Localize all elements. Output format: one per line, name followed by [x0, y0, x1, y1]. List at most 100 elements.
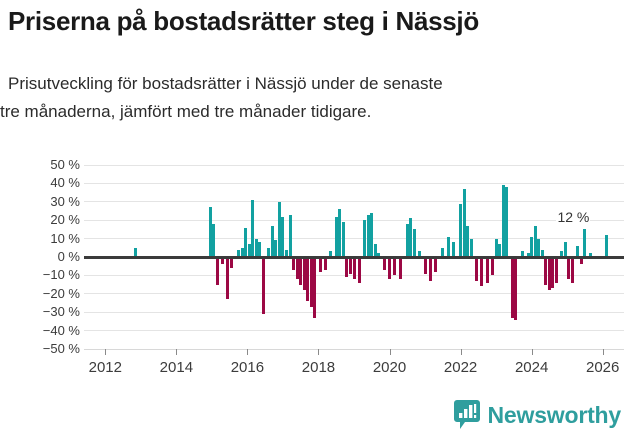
plot-area — [84, 164, 624, 350]
bar — [583, 229, 587, 257]
bar — [544, 257, 548, 285]
bar — [299, 257, 303, 285]
bar — [338, 209, 342, 257]
bar — [388, 257, 392, 280]
bar — [533, 225, 537, 257]
bar — [334, 216, 338, 257]
bar — [292, 257, 296, 270]
bar — [295, 257, 299, 280]
bar — [309, 257, 313, 307]
y-axis-tick-label: −40 % — [42, 322, 80, 338]
bar — [498, 244, 502, 257]
y-axis-tick-label: −30 % — [42, 304, 80, 320]
bar — [466, 225, 470, 257]
bar — [576, 245, 580, 257]
bar — [551, 257, 555, 289]
bar — [563, 242, 567, 257]
x-axis-tick-label: 2018 — [301, 359, 336, 376]
bar — [409, 218, 413, 257]
bar — [244, 227, 248, 257]
bar — [428, 257, 432, 281]
bar — [446, 236, 450, 257]
x-axis-tick — [602, 349, 604, 355]
bar — [212, 223, 216, 257]
x-axis-tick — [318, 349, 320, 355]
bar — [570, 257, 574, 283]
newsworthy-logo[interactable]: Newsworthy — [453, 400, 622, 430]
bar — [491, 257, 495, 276]
x-axis-tick — [176, 349, 178, 355]
y-axis-tick-label: −20 % — [42, 285, 80, 301]
bar — [441, 247, 445, 257]
bar — [451, 242, 455, 257]
y-axis-tick-label: 50 % — [50, 157, 80, 172]
bar — [579, 257, 583, 265]
bar — [251, 199, 255, 257]
page-title: Priserna på bostadsrätter steg i Nässjö — [8, 6, 479, 36]
bar — [567, 257, 571, 280]
bar — [352, 257, 356, 280]
last-value-annotation: 12 % — [556, 208, 591, 225]
bar — [475, 257, 479, 281]
gridline — [84, 330, 624, 332]
y-axis-tick-label: 20 % — [50, 212, 80, 228]
gridline — [84, 182, 624, 184]
x-axis-tick — [389, 349, 391, 355]
x-axis-tick — [247, 349, 249, 355]
footer: Newsworthy — [0, 398, 631, 439]
bar — [459, 203, 463, 257]
y-axis-tick-label: 10 % — [50, 230, 80, 246]
x-axis-tick-label: 2016 — [230, 359, 265, 376]
bar — [366, 214, 370, 257]
bar — [267, 247, 271, 257]
gridline — [84, 164, 624, 166]
zero-line — [84, 255, 624, 259]
bar — [341, 222, 345, 257]
bar — [514, 257, 518, 320]
x-axis-tick — [105, 349, 107, 355]
bar — [434, 257, 438, 272]
bar — [510, 257, 514, 318]
bar — [393, 257, 397, 276]
gridline — [84, 311, 624, 313]
bar — [274, 240, 278, 257]
bar — [261, 257, 265, 315]
page-subtitle-line-2: tre månaderna, jämfört med tre månader t… — [0, 102, 372, 121]
x-axis-tick-label: 2020 — [372, 359, 407, 376]
bar — [345, 257, 349, 278]
bar — [377, 253, 381, 257]
bar — [485, 257, 489, 283]
x-axis-tick-label: 2026 — [585, 359, 620, 376]
bar — [221, 257, 225, 265]
bar — [423, 257, 427, 274]
price-development-bar-chart: 50 % 40 % 30 % 20 % 10 % 0 % −10 % −20 % −30 % −4… — [0, 150, 631, 395]
bar — [258, 242, 262, 257]
bar — [318, 257, 322, 272]
bar — [505, 187, 509, 257]
y-axis-tick-label: 30 % — [50, 193, 80, 209]
bar — [494, 238, 498, 257]
x-axis-tick — [531, 349, 533, 355]
bar — [521, 251, 525, 257]
x-axis-tick-label: 2022 — [443, 359, 478, 376]
bar — [215, 257, 219, 285]
bar — [555, 257, 558, 283]
bar — [373, 244, 377, 257]
y-axis-tick-label: −50 % — [42, 341, 80, 356]
bar — [469, 238, 473, 257]
bar — [247, 244, 251, 257]
bar — [418, 251, 422, 257]
x-axis-tick-label: 2012 — [88, 359, 122, 376]
bar — [329, 251, 333, 257]
bar — [226, 257, 230, 300]
bar — [547, 257, 551, 291]
newsworthy-logo-text: Newsworthy — [487, 402, 622, 428]
bar — [288, 214, 292, 257]
bar — [370, 212, 374, 257]
gridline — [84, 238, 624, 240]
bar — [382, 257, 386, 270]
bar — [540, 249, 544, 257]
y-axis-tick-label: 40 % — [50, 175, 80, 191]
bar — [480, 257, 484, 287]
bar — [348, 257, 352, 274]
